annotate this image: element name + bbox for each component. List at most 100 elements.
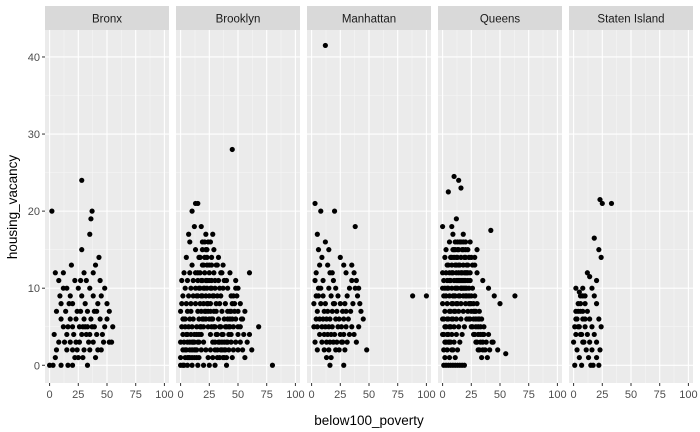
data-point — [92, 354, 99, 361]
data-point — [596, 316, 602, 322]
data-point — [181, 316, 187, 322]
data-point — [212, 277, 218, 284]
data-point — [223, 339, 230, 345]
data-point — [79, 177, 85, 183]
data-point — [339, 339, 346, 345]
data-point — [64, 347, 70, 353]
data-point — [503, 351, 509, 357]
data-point — [233, 339, 239, 345]
data-point — [345, 316, 351, 322]
data-point — [353, 277, 359, 284]
data-point — [192, 285, 199, 291]
data-point — [195, 362, 201, 368]
data-point — [341, 262, 347, 268]
data-point — [239, 316, 246, 322]
data-point — [187, 354, 193, 361]
data-point — [330, 339, 337, 345]
data-point — [230, 347, 237, 353]
data-point — [219, 308, 225, 314]
data-point — [223, 277, 230, 284]
data-point — [341, 316, 347, 322]
data-point — [572, 324, 578, 330]
data-point — [485, 285, 492, 291]
data-point — [246, 270, 253, 276]
data-point — [470, 301, 477, 307]
data-point — [357, 301, 363, 307]
data-point — [241, 331, 247, 338]
data-point — [203, 231, 209, 237]
data-point — [222, 301, 228, 307]
data-point — [82, 324, 88, 330]
data-point — [593, 301, 600, 307]
data-point — [358, 308, 364, 314]
data-point — [52, 354, 58, 361]
data-point — [579, 362, 585, 368]
data-point — [269, 362, 276, 368]
data-point — [102, 285, 108, 291]
data-point — [334, 308, 340, 314]
data-point — [217, 285, 223, 291]
data-point — [196, 331, 202, 338]
data-point — [235, 347, 241, 353]
data-point — [495, 347, 501, 353]
data-point — [582, 316, 588, 322]
data-point — [335, 324, 341, 330]
data-point — [326, 247, 332, 253]
data-point — [61, 339, 68, 345]
data-point — [465, 270, 471, 276]
data-point — [333, 316, 339, 322]
data-point — [314, 231, 320, 237]
data-point — [467, 277, 473, 284]
data-point — [468, 324, 474, 330]
data-point — [229, 146, 235, 153]
data-point — [227, 270, 233, 276]
data-point — [57, 293, 63, 299]
data-point — [210, 231, 216, 237]
data-point — [237, 301, 243, 307]
data-point — [337, 254, 343, 260]
data-point — [98, 293, 104, 299]
data-point — [186, 324, 192, 330]
data-point — [343, 270, 349, 276]
data-point — [458, 185, 464, 191]
data-point — [104, 316, 110, 322]
data-point — [337, 331, 343, 338]
data-point — [205, 354, 211, 361]
data-point — [217, 354, 223, 361]
data-point — [205, 301, 211, 307]
facet-strip — [438, 6, 562, 30]
data-point — [198, 277, 204, 284]
data-point — [597, 347, 603, 353]
data-point — [97, 316, 103, 322]
data-point — [328, 331, 334, 338]
data-point — [191, 223, 197, 230]
data-point — [177, 308, 184, 314]
data-point — [318, 301, 324, 307]
data-point — [56, 339, 62, 345]
data-point — [100, 339, 107, 345]
data-point — [198, 223, 204, 230]
data-point — [581, 339, 587, 345]
data-point — [470, 331, 477, 338]
data-point — [574, 347, 580, 353]
data-point — [74, 347, 80, 353]
data-point — [608, 200, 615, 207]
data-point — [444, 277, 450, 284]
data-point — [439, 223, 446, 230]
data-point — [192, 247, 199, 253]
data-point — [574, 316, 580, 322]
data-point — [72, 277, 78, 284]
data-point — [469, 262, 476, 268]
data-point — [230, 293, 237, 299]
x-tick-label: 100 — [417, 389, 435, 401]
data-point — [460, 285, 466, 291]
data-point — [442, 254, 448, 260]
data-point — [237, 339, 243, 345]
data-point — [346, 285, 353, 291]
facets-layer: 0 10 20 30 40 Bronx 0 25 50 75 100 Brooklyn 0 25 50 75 1… — [28, 6, 698, 401]
data-point — [445, 189, 451, 195]
data-point — [323, 354, 330, 361]
data-point — [229, 354, 235, 361]
data-point — [88, 316, 94, 322]
data-point — [65, 324, 71, 330]
